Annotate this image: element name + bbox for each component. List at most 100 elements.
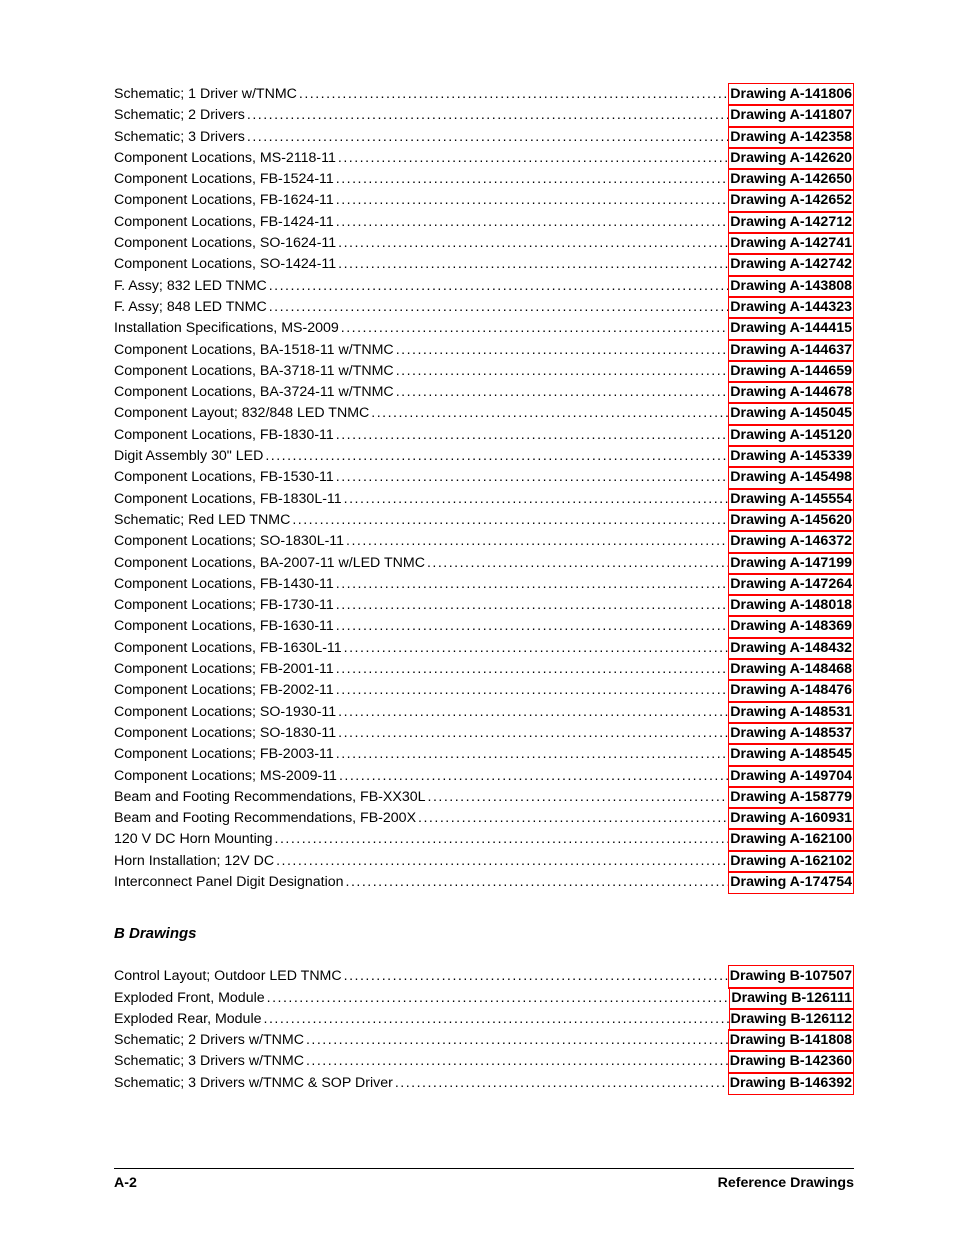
toc-entry: Component Locations, SO-1424-11.........… bbox=[114, 254, 854, 275]
toc-entry: Component Locations, MS-2118-11.........… bbox=[114, 148, 854, 169]
footer-section-title: Reference Drawings bbox=[718, 1175, 854, 1191]
toc-entry-title: Component Locations; SO-1830L-11 bbox=[114, 531, 344, 552]
toc-entry-title: Component Layout; 832/848 LED TNMC bbox=[114, 403, 369, 424]
toc-entry-reference[interactable]: Drawing A-148369 bbox=[728, 615, 854, 638]
toc-leader-dots: ........................................… bbox=[342, 489, 729, 510]
toc-entry-reference[interactable]: Drawing A-141806 bbox=[728, 83, 854, 106]
toc-entry-reference[interactable]: Drawing A-147264 bbox=[728, 573, 854, 596]
toc-entry: Schematic; 3 Drivers....................… bbox=[114, 127, 854, 148]
toc-entry-reference[interactable]: Drawing A-149704 bbox=[728, 765, 854, 788]
toc-entry-reference[interactable]: Drawing A-148476 bbox=[728, 679, 854, 702]
toc-leader-dots: ........................................… bbox=[394, 382, 729, 403]
toc-leader-dots: ........................................… bbox=[304, 1051, 728, 1072]
toc-entry: Schematic; 1 Driver w/TNMC..............… bbox=[114, 84, 854, 105]
toc-entry-reference[interactable]: Drawing A-144637 bbox=[728, 339, 854, 362]
toc-entry-reference[interactable]: Drawing A-142358 bbox=[728, 126, 854, 149]
toc-entry-title: F. Assy; 832 LED TNMC bbox=[114, 276, 267, 297]
toc-entry-reference[interactable]: Drawing B-142360 bbox=[728, 1050, 854, 1073]
toc-entry: Installation Specifications, MS-2009....… bbox=[114, 318, 854, 339]
toc-entry-reference[interactable]: Drawing B-141808 bbox=[728, 1029, 854, 1052]
toc-entry-reference[interactable]: Drawing A-148018 bbox=[728, 594, 854, 617]
toc-entry-reference[interactable]: Drawing B-126111 bbox=[729, 987, 854, 1010]
toc-entry-reference[interactable]: Drawing A-142620 bbox=[728, 147, 854, 170]
toc-entry-title: Component Locations; MS-2009-11 bbox=[114, 766, 337, 787]
toc-entry-reference[interactable]: Drawing A-141807 bbox=[728, 104, 854, 127]
toc-entry: Schematic; Red LED TNMC.................… bbox=[114, 510, 854, 531]
toc-leader-dots: ........................................… bbox=[394, 340, 729, 361]
toc-leader-dots: ........................................… bbox=[274, 851, 728, 872]
toc-entry-reference[interactable]: Drawing A-144415 bbox=[728, 317, 854, 340]
toc-entry-reference[interactable]: Drawing A-142741 bbox=[728, 232, 854, 255]
toc-entry-reference[interactable]: Drawing A-148432 bbox=[728, 637, 854, 660]
toc-entry-reference[interactable]: Drawing A-142652 bbox=[728, 189, 854, 212]
toc-entry-reference[interactable]: Drawing A-144323 bbox=[728, 296, 854, 319]
toc-entry-title: Schematic; Red LED TNMC bbox=[114, 510, 290, 531]
toc-entry-title: Component Locations, BA-2007-11 w/LED TN… bbox=[114, 553, 425, 574]
toc-leader-dots: ........................................… bbox=[334, 212, 729, 233]
toc-leader-dots: ........................................… bbox=[267, 276, 729, 297]
toc-entry: Component Locations; SO-1830L-11........… bbox=[114, 531, 854, 552]
toc-leader-dots: ........................................… bbox=[336, 233, 728, 254]
toc-entry-reference[interactable]: Drawing A-145339 bbox=[728, 445, 854, 468]
toc-entry: Schematic; 3 Drivers w/TNMC & SOP Driver… bbox=[114, 1073, 854, 1094]
toc-entry-title: Component Locations; FB-2002-11 bbox=[114, 680, 334, 701]
toc-entry-reference[interactable]: Drawing A-162100 bbox=[728, 828, 854, 851]
page-footer: A-2 Reference Drawings bbox=[114, 1168, 854, 1191]
toc-entry: Component Locations, BA-3724-11 w/TNMC..… bbox=[114, 382, 854, 403]
toc-entry-reference[interactable]: Drawing A-144678 bbox=[728, 381, 854, 404]
toc-entry-reference[interactable]: Drawing A-158779 bbox=[728, 786, 854, 809]
toc-leader-dots: ........................................… bbox=[297, 84, 728, 105]
toc-entry: Exploded Rear, Module...................… bbox=[114, 1009, 854, 1030]
toc-entry: Component Locations; SO-1830-11.........… bbox=[114, 723, 854, 744]
toc-entry-title: Component Locations, BA-3718-11 w/TNMC bbox=[114, 361, 394, 382]
toc-entry-title: Component Locations, MS-2118-11 bbox=[114, 148, 336, 169]
toc-leader-dots: ........................................… bbox=[334, 190, 729, 211]
toc-entry-reference[interactable]: Drawing A-142742 bbox=[728, 253, 854, 276]
toc-leader-dots: ........................................… bbox=[304, 1030, 728, 1051]
toc-entry-reference[interactable]: Drawing A-142650 bbox=[728, 168, 854, 191]
toc-entry-reference[interactable]: Drawing A-142712 bbox=[728, 211, 854, 234]
toc-entry-reference[interactable]: Drawing A-148545 bbox=[728, 743, 854, 766]
toc-entry-title: Component Locations; SO-1830-11 bbox=[114, 723, 336, 744]
toc-entry-reference[interactable]: Drawing B-107507 bbox=[728, 965, 854, 988]
toc-entry-reference[interactable]: Drawing B-126112 bbox=[729, 1008, 854, 1031]
toc-entry-reference[interactable]: Drawing A-145498 bbox=[728, 466, 854, 489]
toc-leader-dots: ........................................… bbox=[425, 553, 728, 574]
toc-leader-dots: ........................................… bbox=[334, 467, 729, 488]
toc-entry-reference[interactable]: Drawing A-145554 bbox=[728, 488, 854, 511]
toc-entry-reference[interactable]: Drawing A-148531 bbox=[728, 701, 854, 724]
toc-entry: Component Locations, FB-1524-11.........… bbox=[114, 169, 854, 190]
toc-entry: Component Locations, FB-1630L-11........… bbox=[114, 638, 854, 659]
toc-entry-reference[interactable]: Drawing A-147199 bbox=[728, 552, 854, 575]
toc-entry-reference[interactable]: Drawing A-148537 bbox=[728, 722, 854, 745]
toc-entry-reference[interactable]: Drawing B-146392 bbox=[728, 1072, 854, 1095]
toc-entry-reference[interactable]: Drawing A-146372 bbox=[728, 530, 854, 553]
toc-entry: Beam and Footing Recommendations, FB-200… bbox=[114, 808, 854, 829]
toc-leader-dots: ........................................… bbox=[334, 616, 729, 637]
toc-entry-reference[interactable]: Drawing A-174754 bbox=[728, 871, 854, 894]
toc-entry: Horn Installation; 12V DC...............… bbox=[114, 851, 854, 872]
toc-entry-title: Component Locations, SO-1624-11 bbox=[114, 233, 336, 254]
toc-leader-dots: ........................................… bbox=[262, 1009, 729, 1030]
toc-entry-reference[interactable]: Drawing A-145120 bbox=[728, 424, 854, 447]
toc-entry-reference[interactable]: Drawing A-148468 bbox=[728, 658, 854, 681]
toc-entry: Interconnect Panel Digit Designation....… bbox=[114, 872, 854, 893]
toc-leader-dots: ........................................… bbox=[344, 531, 728, 552]
toc-entry-title: Horn Installation; 12V DC bbox=[114, 851, 274, 872]
toc-leader-dots: ........................................… bbox=[265, 988, 730, 1009]
toc-entry-title: 120 V DC Horn Mounting bbox=[114, 829, 273, 850]
toc-entry: Component Locations, BA-2007-11 w/LED TN… bbox=[114, 553, 854, 574]
toc-entry-reference[interactable]: Drawing A-145620 bbox=[728, 509, 854, 532]
toc-entry-title: Exploded Front, Module bbox=[114, 988, 265, 1009]
toc-entry-title: Schematic; 2 Drivers bbox=[114, 105, 245, 126]
toc-entry-reference[interactable]: Drawing A-144659 bbox=[728, 360, 854, 383]
toc-entry-reference[interactable]: Drawing A-160931 bbox=[728, 807, 854, 830]
toc-entry: Digit Assembly 30" LED..................… bbox=[114, 446, 854, 467]
toc-entry: Component Locations, SO-1624-11.........… bbox=[114, 233, 854, 254]
toc-leader-dots: ........................................… bbox=[426, 787, 729, 808]
toc-entry-reference[interactable]: Drawing A-162102 bbox=[728, 850, 854, 873]
toc-entry-title: Component Locations, FB-1530-11 bbox=[114, 467, 334, 488]
toc-entry-reference[interactable]: Drawing A-145045 bbox=[728, 402, 854, 425]
toc-leader-dots: ........................................… bbox=[263, 446, 728, 467]
toc-entry-reference[interactable]: Drawing A-143808 bbox=[728, 275, 854, 298]
